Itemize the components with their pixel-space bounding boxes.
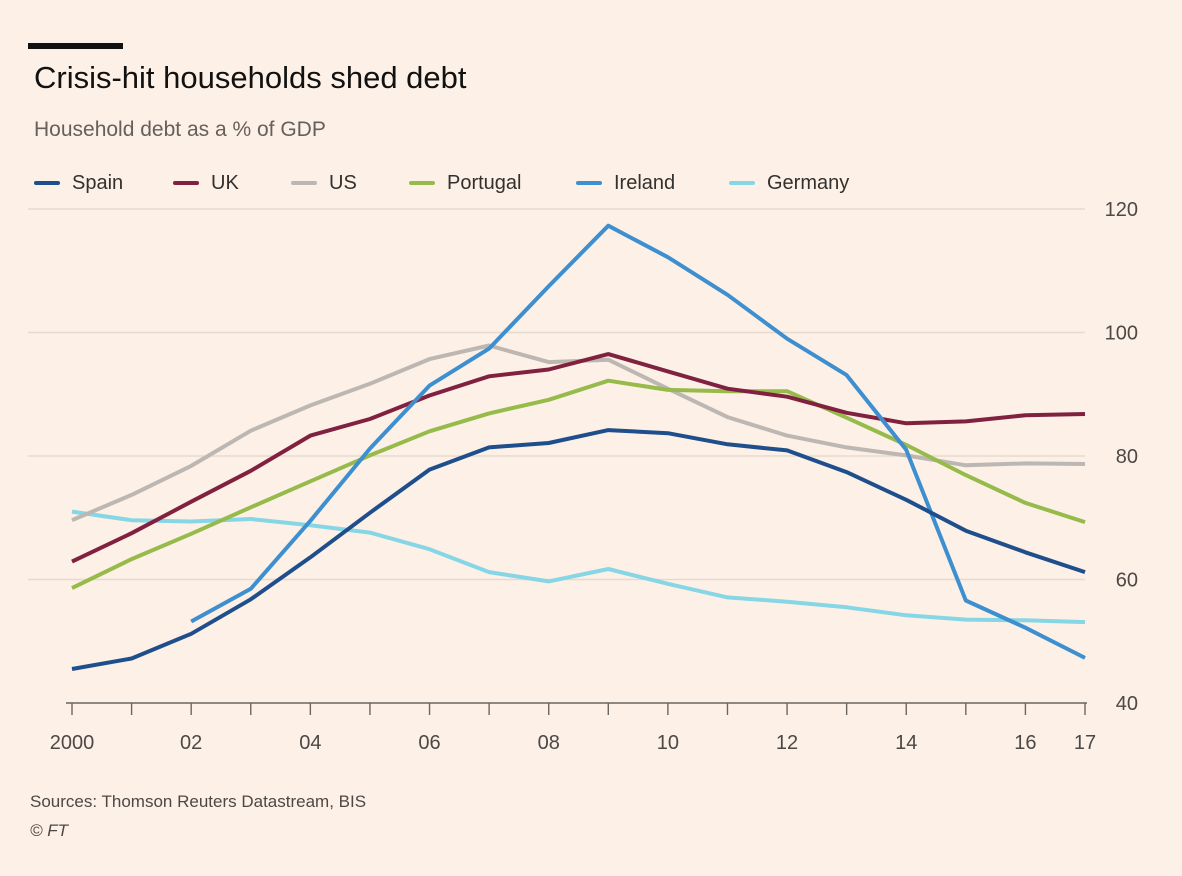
legend-item-portugal: Portugal (409, 170, 522, 196)
legend-item-germany: Germany (729, 170, 849, 196)
legend-label-uk: UK (211, 171, 239, 194)
x-tick-label: 14 (895, 732, 917, 754)
x-tick-label: 02 (180, 732, 202, 754)
legend-swatch-spain (34, 181, 60, 185)
legend-label-ireland: Ireland (614, 171, 676, 194)
series-line-us (71, 343, 1086, 523)
legend-item-ireland: Ireland (576, 170, 675, 196)
y-tick-label: 60 (1116, 570, 1138, 592)
y-tick-label: 100 (1105, 323, 1138, 345)
legend-item-spain: Spain (34, 170, 123, 196)
series-line-spain (71, 428, 1086, 671)
series-line-ireland (190, 223, 1086, 660)
x-tick-label: 10 (657, 732, 679, 754)
legend-label-us: US (329, 171, 357, 194)
legend-item-us: US (291, 170, 357, 196)
y-tick-label: 40 (1116, 693, 1138, 715)
y-tick-label: 120 (1105, 199, 1138, 221)
chart-subtitle: Household debt as a % of GDP (34, 118, 326, 141)
series-line-germany (71, 509, 1086, 625)
chart-title: Crisis-hit households shed debt (34, 60, 467, 95)
x-tick-label: 12 (776, 732, 798, 754)
legend-label-spain: Spain (72, 171, 124, 194)
legend-label-germany: Germany (767, 171, 850, 194)
legend-swatch-uk (173, 181, 199, 185)
header-rule (28, 43, 123, 49)
y-tick-label: 80 (1116, 446, 1138, 468)
legend-item-uk: UK (173, 170, 239, 196)
legend-swatch-us (291, 181, 317, 185)
legend-swatch-germany (729, 181, 755, 185)
legend-label-portugal: Portugal (447, 171, 522, 194)
chart-legend: Spain UK US Portugal Ireland Germany (34, 170, 1034, 196)
legend-swatch-ireland (576, 181, 602, 185)
x-tick-label: 2000 (50, 732, 95, 754)
series-line-portugal (71, 378, 1086, 590)
x-tick-label: 17 (1074, 732, 1096, 754)
x-tick-label: 06 (418, 732, 440, 754)
x-tick-label: 16 (1014, 732, 1036, 754)
copyright-note: © FT (30, 821, 69, 840)
legend-swatch-portugal (409, 181, 435, 185)
series-line-uk (71, 352, 1086, 564)
source-note: Sources: Thomson Reuters Datastream, BIS (30, 792, 367, 811)
x-tick-label: 08 (538, 732, 560, 754)
x-tick-label: 04 (299, 732, 321, 754)
